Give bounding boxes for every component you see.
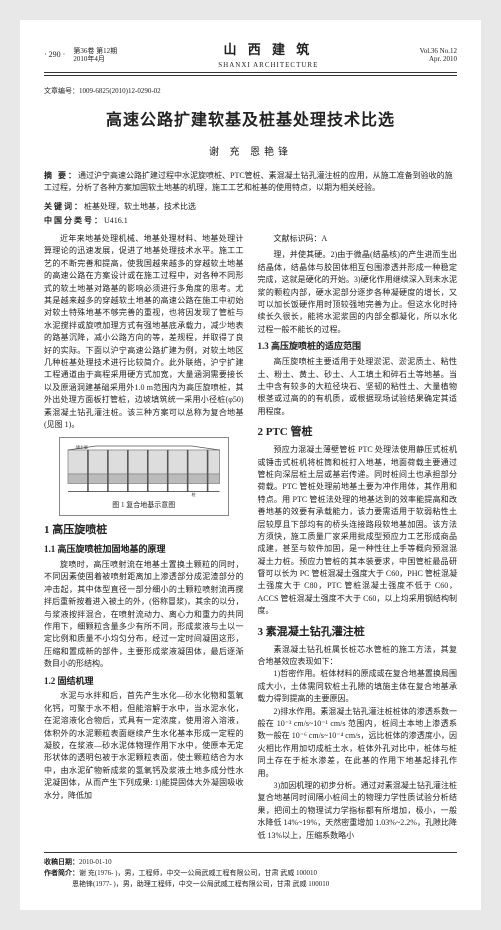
section-3-p3: 2)排水作用。素混凝土钻孔灌注桩桩体的渗透系数一般在 10⁻³ cm/s~10⁻… bbox=[258, 706, 458, 780]
page-header: · 290 · 第36卷 第12期 2010年4月 山 西 建 筑 SHANXI… bbox=[44, 40, 457, 73]
svg-text:填土层: 填土层 bbox=[76, 445, 88, 450]
section-1-2-heading: 1.2 固结机理 bbox=[44, 675, 244, 689]
vol-cn-line2: 2010年4月 bbox=[73, 55, 117, 63]
keywords-label: 关键词： bbox=[44, 202, 84, 211]
article-id: 文章编号：1009-6825(2010)12-0290-02 bbox=[44, 86, 457, 97]
footer: 收稿日期：2010-01-10 作者简介：谢 充(1976- )，男，工程师，中… bbox=[44, 857, 457, 891]
page: · 290 · 第36卷 第12期 2010年4月 山 西 建 筑 SHANXI… bbox=[20, 20, 481, 910]
right-intro-paragraph: 理，并使其硬。2)由于微晶(结晶核)的产生进而生出结晶体，结晶体与胶固体相互包围… bbox=[258, 249, 458, 336]
volume-info-cn: 第36卷 第12期 2010年4月 bbox=[73, 47, 117, 64]
section-2-heading: 2 PTC 管桩 bbox=[258, 424, 458, 441]
classno-text: U416.1 bbox=[104, 216, 128, 225]
class-number: 中国分类号：U416.1 bbox=[44, 215, 457, 227]
journal-title-cn: 山 西 建 筑 bbox=[218, 40, 318, 60]
vol-cn-line1: 第36卷 第12期 bbox=[73, 47, 117, 55]
section-3-p2: 1)哲密作用。桩体材料的原成或在复合地基置换局围成大小，土体需同软桩土孔隙的填施… bbox=[258, 668, 458, 705]
left-column: 近年来地基处理机械、地基处理材料、地基处理计算理论的迅速发展，促进了地基处理技术… bbox=[44, 233, 244, 842]
bio-label: 作者简介： bbox=[44, 869, 79, 877]
header-rule bbox=[44, 74, 457, 76]
header-left: · 290 · 第36卷 第12期 2010年4月 bbox=[44, 47, 117, 64]
abstract-label: 摘 要： bbox=[44, 171, 78, 180]
article-title: 高速公路扩建软基及桩基处理技术比选 bbox=[44, 109, 457, 133]
page-number: · 290 · bbox=[44, 49, 65, 61]
document-code: 文献标识码：A bbox=[258, 233, 458, 245]
vol-en-line1: Vol.36 No.12 bbox=[420, 47, 457, 55]
author-bio-block: 作者简介：谢 充(1976- )，男，工程师，中交一公局武威工程有限公司，甘肃 … bbox=[44, 868, 457, 879]
authors: 谢 充 恩艳锋 bbox=[44, 145, 457, 160]
journal-title-en: SHANXI ARCHITECTURE bbox=[218, 60, 318, 71]
svg-text:桩: 桩 bbox=[192, 493, 196, 498]
vol-en-line2: Apr. 2010 bbox=[420, 55, 457, 63]
journal-title: 山 西 建 筑 SHANXI ARCHITECTURE bbox=[218, 40, 318, 70]
body-columns: 近年来地基处理机械、地基处理材料、地基处理计算理论的迅速发展，促进了地基处理技术… bbox=[44, 233, 457, 842]
bio-2: 恩艳锋(1977- )，男，助理工程师，中交一公局武威工程有限公司，甘肃 武威 … bbox=[72, 880, 329, 888]
right-column: 文献标识码：A 理，并使其硬。2)由于微晶(结晶核)的产生进而生出结晶体，结晶体… bbox=[258, 233, 458, 842]
section-3-p4: 3)加因机理的初步分析。通过对素混凝土钻孔灌注桩复合地基同时间隔小桩间土的物理力… bbox=[258, 780, 458, 842]
volume-info-en: Vol.36 No.12 Apr. 2010 bbox=[420, 47, 457, 64]
keywords-text: 桩基处理，软土地基，技术比选 bbox=[84, 202, 196, 211]
received-date: 收稿日期：2010-01-10 bbox=[44, 857, 457, 868]
keywords: 关键词：桩基处理，软土地基，技术比选 bbox=[44, 201, 457, 213]
section-3-heading: 3 素混凝土钻孔灌注桩 bbox=[258, 624, 458, 641]
abstract-text: 通过沪宁高速公路扩建过程中水泥旋喷桩、PTC管桩、素混凝土钻孔灌注桩的应用，从施… bbox=[44, 171, 453, 193]
received-text: 2010-01-10 bbox=[79, 858, 112, 866]
figure-1-svg: 填土层 桩 bbox=[64, 442, 224, 498]
section-3-p1: 素混凝土钻孔桩属长桩芯水管桩的施工方法，其复合地基效应表现如下： bbox=[258, 644, 458, 669]
section-2-body: 预应力混凝土薄壁管桩 PTC 处理法使用静压式桩机或锤击式桩机将桩筒和桩打入地基… bbox=[258, 444, 458, 617]
received-label: 收稿日期： bbox=[44, 858, 79, 866]
classno-label: 中国分类号： bbox=[44, 216, 104, 225]
abstract: 摘 要：通过沪宁高速公路扩建过程中水泥旋喷桩、PTC管桩、素混凝土钻孔灌注桩的应… bbox=[44, 170, 457, 196]
figure-1: 填土层 桩 图 1 复合地基示意图 bbox=[59, 437, 229, 516]
section-1-3-body: 高压旋喷桩主要适用于处理淤泥、淤泥质土、粘性土、粉土、黄土、砂土、人工填土和碎石… bbox=[258, 356, 458, 418]
section-1-1-heading: 1.1 高压旋喷桩加固地基的原理 bbox=[44, 543, 244, 557]
section-1-1-body: 旋喷时，高压喷射流在地基土置换土颗粒的同时，不同因素使固着被喷射距离加上渗透部分… bbox=[44, 559, 244, 671]
section-1-heading: 1 高压旋喷桩 bbox=[44, 522, 244, 539]
section-1-2-body: 水泥与水拌和后，首先产生水化—砂水化物和氢氧化钙，可聚于水不相，但能溶解于水中，… bbox=[44, 690, 244, 802]
section-1-3-heading: 1.3 高压旋喷桩的适应范围 bbox=[258, 340, 458, 354]
author-bio-2: 恩艳锋(1977- )，男，助理工程师，中交一公局武威工程有限公司，甘肃 武威 … bbox=[44, 879, 457, 890]
bio-1: 谢 充(1976- )，男，工程师，中交一公局武威工程有限公司，甘肃 武威 10… bbox=[79, 869, 317, 877]
figure-1-caption: 图 1 复合地基示意图 bbox=[64, 500, 224, 511]
intro-paragraph: 近年来地基处理机械、地基处理材料、地基处理计算理论的迅速发展，促进了地基处理技术… bbox=[44, 233, 244, 431]
